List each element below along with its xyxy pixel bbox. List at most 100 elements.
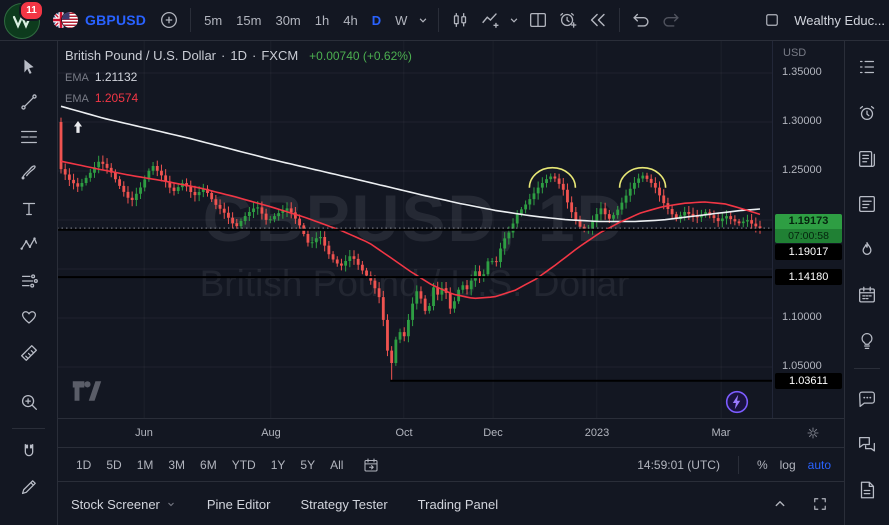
forecast-tool-button[interactable] (15, 267, 43, 295)
range-6m[interactable]: 6M (200, 458, 217, 472)
indicator-ema-fast[interactable]: EMA 1.20574 (65, 91, 412, 105)
forecast-icon (18, 270, 40, 292)
interval-15m[interactable]: 15m (236, 12, 262, 28)
price-tick-label: 1.05000 (782, 360, 822, 373)
range-1y[interactable]: 1Y (270, 458, 286, 472)
time-axis-label: Oct (395, 427, 413, 439)
boost-rocket-button[interactable] (725, 390, 749, 414)
undo-button[interactable] (626, 5, 656, 35)
range-1m[interactable]: 1M (136, 458, 154, 472)
data-window-panel-button[interactable] (854, 191, 880, 217)
price-scale[interactable]: USD 1.35000 1.30000 1.25000 1.10000 1.05000 1… (772, 40, 846, 418)
tab-pine-editor[interactable]: Pine Editor (207, 497, 271, 512)
chart-canvas[interactable]: GBPUSD, 1D British Pound / U.S. Dollar B… (57, 40, 772, 418)
go-to-date-icon[interactable] (356, 450, 386, 480)
alerts-panel-button[interactable] (854, 100, 880, 126)
range-5d[interactable]: 5D (106, 458, 122, 472)
auto-scale-toggle[interactable]: auto (807, 458, 831, 472)
ideas-panel-button[interactable] (854, 328, 880, 354)
measure-tool-button[interactable] (15, 339, 43, 367)
xabcd-pattern-tool-button[interactable] (15, 231, 43, 259)
tab-label: Strategy Tester (300, 496, 388, 512)
chat-panel-button[interactable] (854, 386, 880, 412)
candlestick-chart (57, 40, 772, 418)
layout-grid-button[interactable] (523, 5, 553, 35)
news-icon (856, 148, 878, 170)
notes-panel-button[interactable] (854, 477, 880, 503)
symbol-flags-icon (52, 11, 79, 29)
chat-icon (856, 388, 878, 410)
edit-tool-button[interactable] (15, 473, 43, 501)
ideas-icon (856, 330, 878, 352)
panel-expand-chevron-icon[interactable] (765, 489, 795, 519)
indicators-button[interactable] (475, 5, 505, 35)
legend-dot: · (221, 48, 226, 63)
price-scale-currency[interactable]: USD (783, 47, 807, 59)
session-clock[interactable]: 14:59:01 (UTC) (637, 458, 720, 472)
price-level-label: 1.14180 (775, 269, 842, 285)
calendar-panel-button[interactable] (854, 282, 880, 308)
fib-retracement-tool-button[interactable] (15, 123, 43, 151)
legend-dot: · (251, 48, 257, 63)
redo-button[interactable] (656, 5, 686, 35)
interval-W[interactable]: W (395, 12, 408, 28)
brush-tool-button[interactable] (15, 158, 43, 186)
interval-30m[interactable]: 30m (275, 12, 301, 28)
hotlists-panel-button[interactable] (854, 237, 880, 263)
time-scale[interactable]: Jun Aug Oct Dec 2023 Mar (57, 418, 845, 448)
range-ytd[interactable]: YTD (231, 458, 256, 472)
chart-settings-gear-icon[interactable] (805, 425, 821, 441)
edit-icon (18, 476, 40, 498)
interval-menu-caret[interactable] (414, 5, 432, 35)
log-scale-toggle[interactable]: log (779, 458, 796, 472)
interval-4h[interactable]: 4h (343, 12, 358, 28)
chart-legend[interactable]: British Pound / U.S. Dollar · 1D · FXCM … (65, 48, 412, 105)
current-price-label: 1.19173 07:00:58 (775, 214, 842, 243)
indicator-ema-slow[interactable]: EMA 1.21132 (65, 70, 412, 84)
alert-add-button[interactable] (553, 5, 583, 35)
news-panel-button[interactable] (854, 146, 880, 172)
percent-scale-toggle[interactable]: % (756, 458, 768, 472)
emoji-tool-button[interactable] (15, 303, 43, 331)
magnet-tool-button[interactable] (15, 438, 43, 466)
range-all[interactable]: All (330, 458, 344, 472)
account-logo-button[interactable]: 11 (2, 0, 44, 40)
symbol-button[interactable]: GBPUSD (44, 6, 154, 34)
tab-stock-screener[interactable]: Stock Screener (71, 497, 177, 512)
range-5y[interactable]: 5Y (300, 458, 316, 472)
legend-interval: 1D (230, 48, 247, 63)
interval-1h[interactable]: 1h (314, 12, 330, 28)
tab-strategy-tester[interactable]: Strategy Tester (300, 497, 387, 512)
fullscreen-icon[interactable] (805, 489, 835, 519)
symbol-compare-add-button[interactable] (154, 5, 184, 35)
zoom-icon (18, 391, 40, 413)
indicators-templates-caret[interactable] (505, 5, 523, 35)
arrow-marker-drawing[interactable] (69, 118, 87, 136)
toolbar-separator (619, 8, 621, 32)
interval-5m[interactable]: 5m (204, 12, 223, 28)
price-tick-label: 1.35000 (782, 66, 822, 79)
zoom-tool-button[interactable] (15, 388, 43, 416)
range-1d[interactable]: 1D (76, 458, 92, 472)
price-level-label: 1.03611 (775, 373, 842, 389)
cursor-tool-button[interactable] (15, 53, 43, 81)
text-tool-button[interactable] (15, 195, 43, 223)
symbol-name: GBPUSD (85, 12, 147, 28)
toolbar-separator (737, 456, 739, 474)
layout-save-group: Wealthy Educ... (757, 5, 889, 35)
layout-name[interactable]: Wealthy Educ... (794, 12, 885, 28)
toolbar-separator (190, 8, 192, 32)
interval-D[interactable]: D (371, 12, 382, 28)
magnet-icon (18, 441, 40, 463)
tradingview-logo[interactable] (71, 378, 103, 404)
bar-replay-button[interactable] (583, 5, 613, 35)
range-3m[interactable]: 3M (168, 458, 186, 472)
toolbar-separator (438, 8, 440, 32)
chart-type-button[interactable] (445, 5, 475, 35)
save-layout-icon[interactable] (757, 5, 787, 35)
tab-trading-panel[interactable]: Trading Panel (418, 497, 498, 512)
trend-line-tool-button[interactable] (15, 88, 43, 116)
watchlist-panel-button[interactable] (854, 54, 880, 80)
conversations-panel-button[interactable] (854, 431, 880, 457)
